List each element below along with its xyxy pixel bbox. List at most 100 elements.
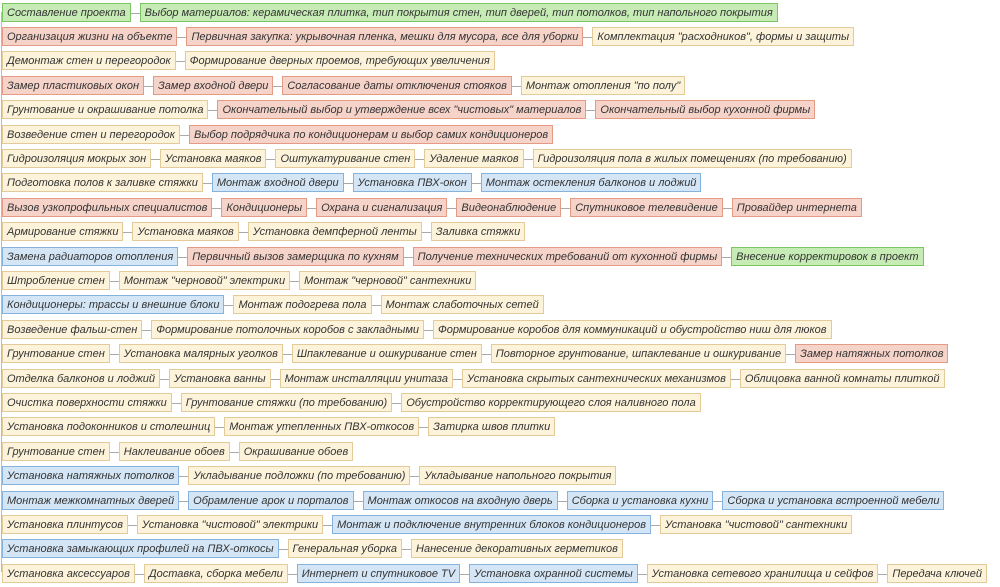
task-box: Штробление стен xyxy=(2,270,110,290)
task-box: Выбор материалов: керамическая плитка, т… xyxy=(130,2,778,22)
stage-row: Установка аксессуаров Доставка, сборка ме… xyxy=(2,563,996,583)
task-box: Возведение стен и перегородок xyxy=(2,124,180,144)
task-box: Установка маяков xyxy=(151,148,267,168)
task-box: Монтаж подогрева пола xyxy=(224,295,372,315)
task-box: Спутниковое телевидение xyxy=(561,197,723,217)
task-box: Установка демпферной ленты xyxy=(238,222,422,242)
task-box: Установка аксессуаров xyxy=(2,563,135,583)
task-box: Внесение корректировок в проект xyxy=(722,246,924,266)
task-box: Интернет и спутниковое TV xyxy=(287,563,461,583)
task-box: Удаление маяков xyxy=(415,148,524,168)
stage-row: Составление проекта Выбор материалов: кер… xyxy=(2,2,787,22)
stage-row: Монтаж межкомнатных дверей Обрамление аро… xyxy=(2,490,953,510)
task-box: Армирование стяжки xyxy=(2,222,124,242)
task-box: Замер пластиковых окон xyxy=(2,75,145,95)
task-box: Очистка поверхности стяжки xyxy=(2,392,172,412)
task-box: Выбор подрядчика по кондиционерам и выбо… xyxy=(179,124,554,144)
task-box: Первичный вызов замерщика по кухням xyxy=(178,246,404,266)
task-box: Окончательный выбор кухонной фирмы xyxy=(586,100,816,120)
task-box: Монтаж "черновой" сантехники xyxy=(290,270,477,290)
stage-row: Установка замыкающих профилей на ПВХ-отк… xyxy=(2,539,632,559)
task-box: Получение технических требований от кухо… xyxy=(403,246,723,266)
task-box: Окрашивание обоев xyxy=(229,441,354,461)
task-box: Сборка и установка встроенной мебели xyxy=(713,490,945,510)
task-box: Отделка балконов и лоджий xyxy=(2,368,161,388)
task-box: Установка замыкающих профилей на ПВХ-отк… xyxy=(2,539,279,559)
stage-row: Грунтование стен Наклеивание обоев Окрашив… xyxy=(2,441,362,461)
task-box: Грунтование стен xyxy=(2,344,110,364)
stage-row: Грунтование и окрашивание потолка Окончат… xyxy=(2,100,824,120)
stage-row: Установка натяжных потолков Укладывание п… xyxy=(2,466,625,486)
stage-row: Замер пластиковых окон Замер входной двер… xyxy=(2,75,694,95)
task-box: Составление проекта xyxy=(2,2,131,22)
task-box: Замена радиаторов отопления xyxy=(2,246,179,266)
task-box: Обустройство корректирующего слоя наливн… xyxy=(392,392,701,412)
task-box: Наклеивание обоев xyxy=(109,441,230,461)
task-box: Установка плинтусов xyxy=(2,514,128,534)
task-box: Провайдер интернета xyxy=(722,197,862,217)
task-box: Укладывание подложки (по требованию) xyxy=(179,466,411,486)
task-box: Шпаклевание и ошкуривание стен xyxy=(282,344,482,364)
task-box: Монтаж инсталляции унитаза xyxy=(270,368,453,388)
task-box: Демонтаж стен и перегородок xyxy=(2,51,176,71)
task-box: Замер входной двери xyxy=(144,75,274,95)
stage-row: Грунтование стен Установка малярных уголк… xyxy=(2,344,957,364)
stage-row: Кондиционеры: трассы и внешние блоки Монт… xyxy=(2,295,553,315)
task-box: Монтаж межкомнатных дверей xyxy=(2,490,180,510)
stage-row: Возведение фальш-стен Формирование потоло… xyxy=(2,319,841,339)
stage-row: Подготовка полов к заливке стяжки Монтаж … xyxy=(2,173,710,193)
task-box: Установка скрытых сантехнических механиз… xyxy=(452,368,731,388)
task-box: Замер натяжных потолков xyxy=(786,344,949,364)
task-box: Обрамление арок и порталов xyxy=(179,490,354,510)
task-box: Гидроизоляция мокрых зон xyxy=(2,148,152,168)
task-box: Доставка, сборка мебели xyxy=(134,563,288,583)
task-box: Монтаж слаботочных сетей xyxy=(371,295,544,315)
task-box: Установка сетевого хранилища и сейфов xyxy=(637,563,879,583)
task-box: Грунтование и окрашивание потолка xyxy=(2,100,209,120)
stage-row: Отделка балконов и лоджий Установка ванны… xyxy=(2,368,954,388)
task-box: Формирование коробов для коммуникаций и … xyxy=(424,319,832,339)
task-box: Формирование потолочных коробов с заклад… xyxy=(142,319,425,339)
task-box: Первичная закупка: укрывочная пленка, ме… xyxy=(177,26,584,46)
task-box: Охрана и сигнализация xyxy=(307,197,448,217)
task-box: Грунтование стяжки (по требованию) xyxy=(171,392,393,412)
task-box: Укладывание напольного покрытия xyxy=(410,466,617,486)
stage-row: Замена радиаторов отопления Первичный выз… xyxy=(2,246,933,266)
task-box: Установка маяков xyxy=(123,222,239,242)
stage-row: Очистка поверхности стяжки Грунтование ст… xyxy=(2,392,710,412)
task-box: Монтаж остекления балконов и лоджий xyxy=(471,173,702,193)
stage-row: Установка подоконников и столешниц Монтаж… xyxy=(2,417,564,437)
task-box: Повторное грунтование, шпаклевание и ошк… xyxy=(481,344,787,364)
task-box: Оштукатуривание стен xyxy=(266,148,416,168)
task-box: Монтаж "черновой" электрики xyxy=(109,270,291,290)
stage-row: Возведение стен и перегородок Выбор подря… xyxy=(2,124,562,144)
task-box: Согласование даты отключения стояков xyxy=(273,75,512,95)
task-box: Монтаж откосов на входную дверь xyxy=(353,490,558,510)
task-box: Грунтование стен xyxy=(2,441,110,461)
stage-row: Установка плинтусов Установка "чистовой" … xyxy=(2,514,861,534)
stage-row: Армирование стяжки Установка маяков Устано… xyxy=(2,222,534,242)
task-box: Сборка и установка кухни xyxy=(557,490,714,510)
task-box: Затирка швов плитки xyxy=(419,417,556,437)
task-box: Установка ПВХ-окон xyxy=(343,173,472,193)
task-box: Комплектация "расходников", формы и защи… xyxy=(583,26,855,46)
task-box: Подготовка полов к заливке стяжки xyxy=(2,173,203,193)
task-box: Формирование дверных проемов, требующих … xyxy=(175,51,495,71)
task-box: Установка "чистовой" электрики xyxy=(127,514,324,534)
task-box: Монтаж и подключение внутренних блоков к… xyxy=(323,514,651,534)
stage-row: Штробление стен Монтаж "черновой" электри… xyxy=(2,270,485,290)
task-box: Гидроизоляция пола в жилых помещениях (п… xyxy=(523,148,852,168)
task-box: Кондиционеры: трассы и внешние блоки xyxy=(2,295,225,315)
task-box: Передача ключей xyxy=(878,563,987,583)
task-box: Установка охранной системы xyxy=(460,563,638,583)
task-box: Кондиционеры xyxy=(212,197,308,217)
stage-row: Вызов узкопрофильных специалистов Кондици… xyxy=(2,197,871,217)
task-box: Монтаж входной двери xyxy=(202,173,344,193)
task-box: Монтаж утепленных ПВХ-откосов xyxy=(215,417,420,437)
task-box: Нанесение декоративных герметиков xyxy=(402,539,623,559)
task-box: Установка ванны xyxy=(160,368,271,388)
task-box: Окончательный выбор и утверждение всех "… xyxy=(208,100,587,120)
task-box: Установка натяжных потолков xyxy=(2,466,180,486)
task-box: Вызов узкопрофильных специалистов xyxy=(2,197,213,217)
